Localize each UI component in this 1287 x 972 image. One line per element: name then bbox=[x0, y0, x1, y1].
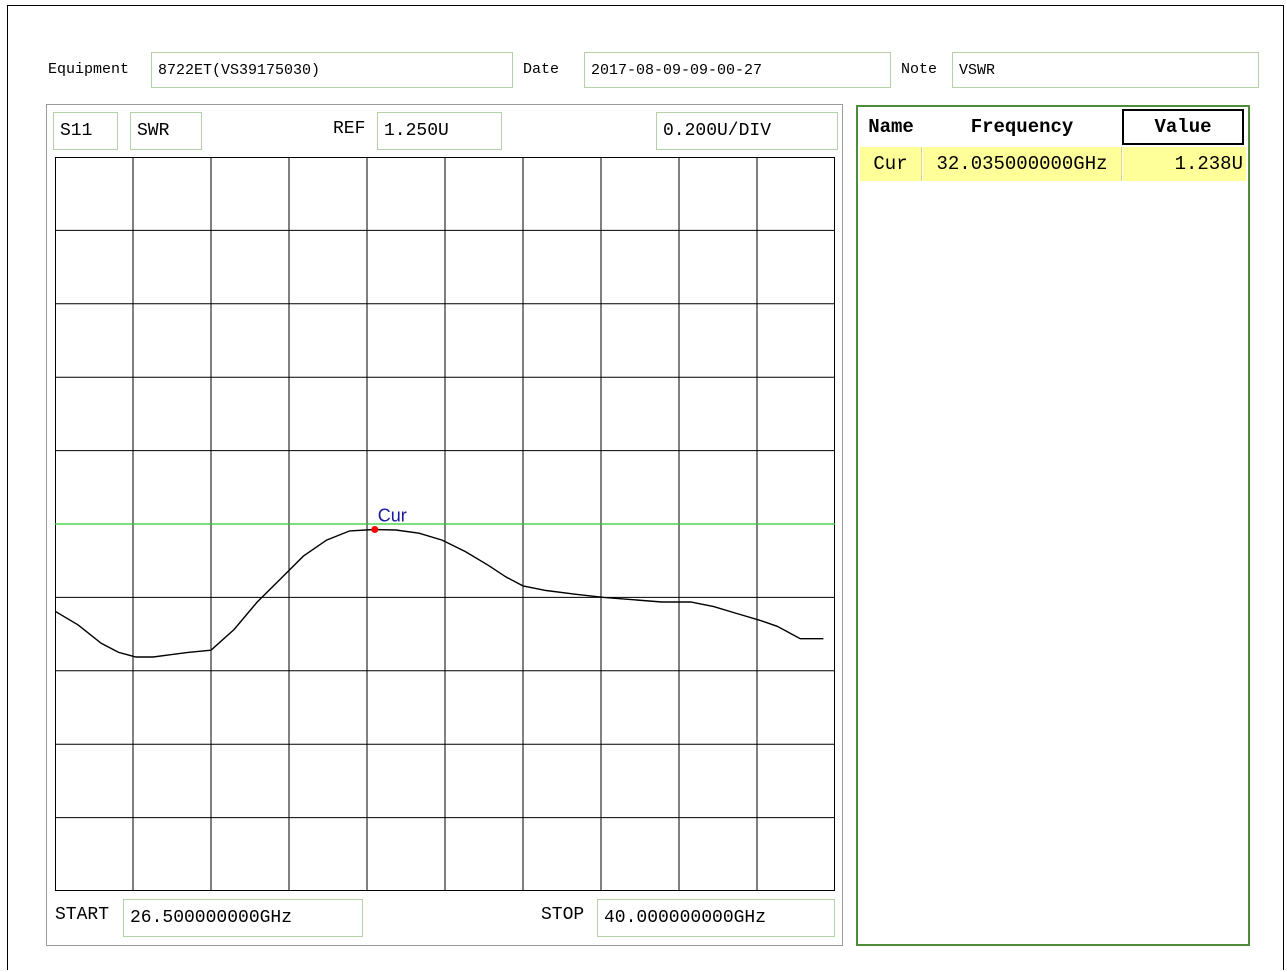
header-value[interactable]: Value bbox=[1122, 109, 1244, 145]
date-label: Date bbox=[523, 61, 560, 78]
marker-group: Cur bbox=[371, 506, 407, 534]
ref-label: REF bbox=[333, 119, 366, 139]
scale-field[interactable]: 0.200U/DIV bbox=[656, 112, 838, 150]
trace-line bbox=[55, 528, 824, 658]
param-field[interactable]: S11 bbox=[53, 112, 118, 150]
row-value-cell: 1.238U bbox=[1123, 147, 1246, 181]
report-frame bbox=[7, 5, 1284, 970]
header-frequency[interactable]: Frequency bbox=[970, 116, 1074, 138]
start-label: START bbox=[55, 905, 110, 925]
note-label: Note bbox=[901, 61, 938, 78]
marker-label: Cur bbox=[378, 506, 407, 526]
swr-plot: Cur bbox=[55, 157, 835, 891]
table-row[interactable]: Cur 32.035000000GHz 1.238U bbox=[860, 147, 1246, 181]
format-field[interactable]: SWR bbox=[130, 112, 202, 150]
header-name[interactable]: Name bbox=[868, 116, 914, 138]
stop-field[interactable]: 40.000000000GHz bbox=[597, 899, 835, 937]
marker-point[interactable] bbox=[371, 526, 379, 534]
marker-table-panel: Name Frequency Value Cur 32.035000000GHz… bbox=[856, 105, 1250, 946]
date-field[interactable]: 2017-08-09-09-00-27 bbox=[584, 52, 891, 88]
stop-label: STOP bbox=[541, 905, 585, 925]
row-name-cell: Cur bbox=[860, 147, 922, 181]
equipment-label: Equipment bbox=[48, 61, 130, 78]
note-field[interactable]: VSWR bbox=[952, 52, 1259, 88]
row-frequency-cell: 32.035000000GHz bbox=[923, 147, 1122, 181]
equipment-field[interactable]: 8722ET(VS39175030) bbox=[151, 52, 513, 88]
start-field[interactable]: 26.500000000GHz bbox=[123, 899, 363, 937]
ref-field[interactable]: 1.250U bbox=[377, 112, 502, 150]
